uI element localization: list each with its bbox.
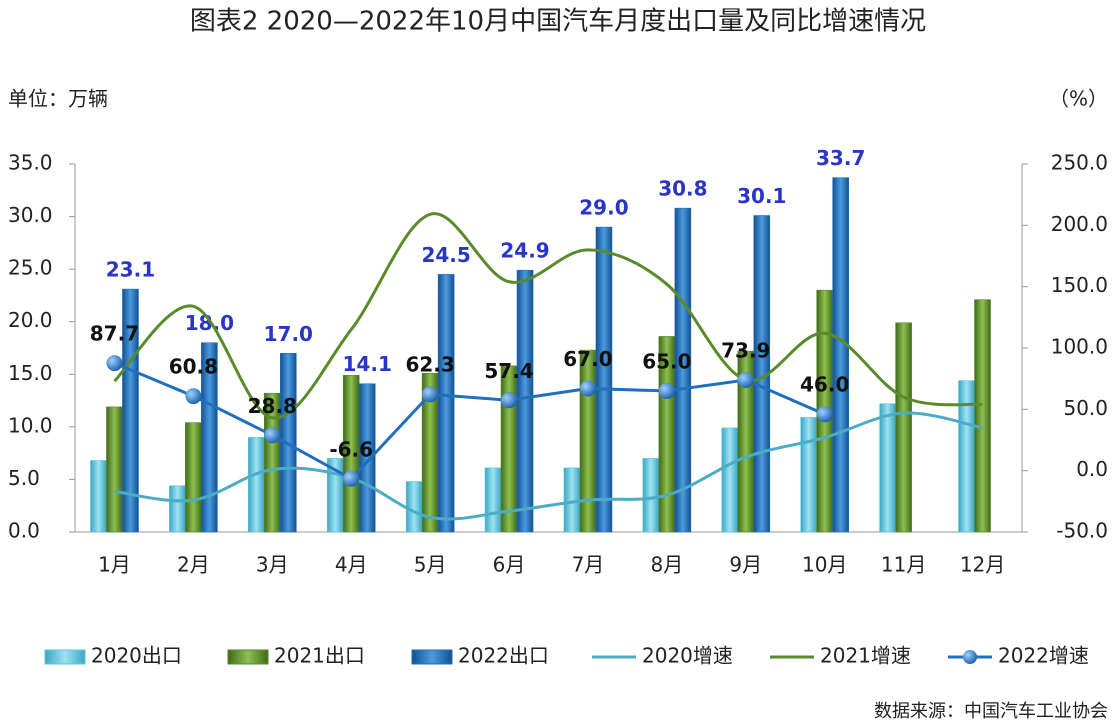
line: [113, 212, 983, 420]
y2-tick-label: 100.0: [1051, 335, 1108, 359]
value-label: 60.8: [169, 355, 218, 379]
value-label: -6.6: [329, 437, 373, 461]
bar: [405, 481, 423, 533]
legend-label: 2022出口: [458, 644, 549, 668]
x-tick-label: 6月: [493, 553, 526, 577]
bar: [516, 269, 534, 533]
bar: [895, 322, 912, 533]
y-tick-label: 25.0: [8, 256, 53, 280]
marker: [658, 382, 675, 399]
y2-tick-label: 0.0: [1076, 457, 1108, 481]
marker: [422, 386, 439, 403]
line: [114, 411, 983, 521]
y2-tick-label: -50.0: [1056, 519, 1108, 543]
legend-swatch: [963, 650, 977, 664]
bar: [437, 274, 455, 533]
line: [113, 361, 826, 481]
x-tick-label: 10月: [802, 553, 847, 577]
bar: [106, 406, 123, 533]
marker: [737, 372, 754, 389]
x-tick-label: 5月: [414, 553, 447, 577]
bar: [169, 485, 186, 533]
value-label: 87.7: [90, 322, 139, 346]
y-tick-label: 15.0: [8, 361, 53, 385]
y-tick-label: 35.0: [8, 151, 53, 175]
legend-swatch: [411, 649, 453, 665]
x-tick-label: 7月: [572, 553, 605, 577]
legend-label: 2020出口: [91, 644, 182, 668]
y-tick-label: 30.0: [8, 203, 53, 227]
legend-swatch: [44, 649, 86, 665]
marker: [816, 406, 833, 423]
x-tick-label: 8月: [651, 553, 684, 577]
value-label: 24.5: [421, 243, 470, 267]
bar: [500, 365, 518, 533]
marker: [579, 380, 596, 397]
x-tick-label: 12月: [960, 553, 1005, 577]
y-tick-label: 10.0: [8, 413, 53, 437]
value-label: 67.0: [563, 347, 612, 371]
y-tick-label: 0.0: [8, 519, 40, 543]
value-label: 17.0: [264, 322, 313, 346]
y2-tick-label: 150.0: [1051, 273, 1108, 297]
bar: [201, 342, 218, 533]
value-label: 28.8: [248, 394, 297, 418]
bar: [974, 299, 991, 533]
bar: [800, 417, 818, 533]
value-label: 30.8: [658, 177, 707, 201]
y2-axis-label: （%）: [1049, 87, 1108, 111]
x-tick-label: 1月: [98, 553, 131, 577]
source: 数据来源：中国汽车工业协会: [874, 701, 1108, 722]
value-label: 24.9: [500, 239, 549, 263]
y-tick-label: 5.0: [8, 466, 40, 490]
value-label: 23.1: [106, 258, 155, 282]
bar: [879, 403, 896, 533]
x-tick-label: 9月: [729, 553, 762, 577]
legend-label: 2022增速: [998, 644, 1089, 668]
value-label: 30.1: [737, 184, 786, 208]
value-label: 65.0: [642, 349, 691, 373]
legend-label: 2020增速: [642, 644, 733, 668]
legend-label: 2021出口: [274, 644, 365, 668]
bar: [832, 177, 850, 533]
value-label: 18.0: [185, 311, 234, 335]
bar: [579, 349, 597, 533]
bar: [358, 383, 376, 533]
value-label: 33.7: [816, 146, 865, 170]
marker: [106, 355, 123, 372]
value-label: 14.1: [343, 352, 392, 376]
y2-tick-label: 50.0: [1063, 396, 1108, 420]
value-label: 29.0: [579, 196, 628, 220]
value-label: 62.3: [405, 353, 454, 377]
bar: [721, 427, 739, 533]
bar: [185, 422, 202, 533]
marker: [185, 388, 202, 405]
bar: [247, 437, 265, 533]
marker: [501, 392, 518, 409]
y2-tick-label: 250.0: [1051, 151, 1108, 175]
value-label: 73.9: [721, 339, 770, 363]
bar: [90, 460, 107, 533]
marker: [264, 427, 281, 444]
bar: [642, 458, 660, 533]
y2-tick-label: 200.0: [1051, 212, 1108, 236]
bar: [122, 288, 139, 533]
x-tick-label: 11月: [881, 553, 926, 577]
legend-swatch: [227, 649, 269, 665]
x-tick-label: 2月: [177, 553, 210, 577]
value-label: 57.4: [484, 359, 533, 383]
x-tick-label: 3月: [256, 553, 289, 577]
y-tick-label: 20.0: [8, 308, 53, 332]
value-label: 46.0: [800, 373, 849, 397]
bar: [674, 207, 692, 533]
legend-label: 2021增速: [820, 644, 911, 668]
x-tick-label: 4月: [335, 553, 368, 577]
bar: [595, 226, 613, 533]
bar: [484, 467, 502, 533]
chart-title: 图表2 2020—2022年10月中国汽车月度出口量及同比增速情况: [190, 7, 926, 37]
marker: [343, 470, 360, 487]
y-axis-label: 单位：万辆: [8, 87, 108, 111]
